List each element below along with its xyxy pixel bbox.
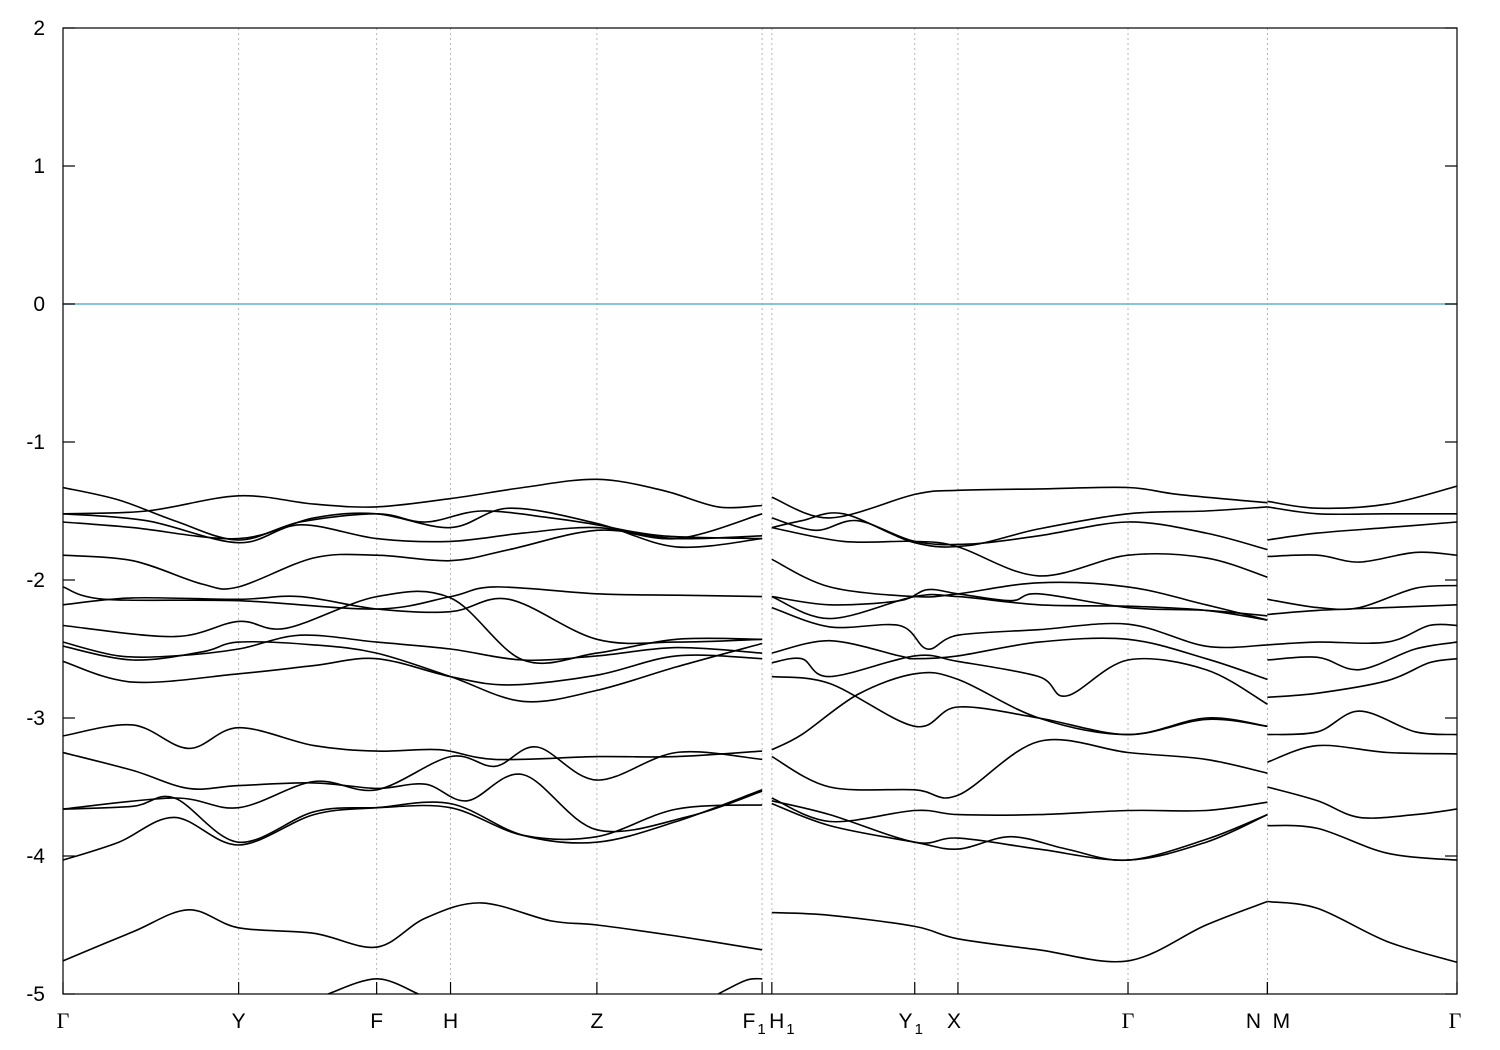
band-line xyxy=(771,797,1268,823)
band-line xyxy=(1267,657,1457,699)
y-axis-ticks: -5 -4 -3 -2 -1 0 1 2 xyxy=(26,17,1457,1006)
band-line xyxy=(63,751,763,833)
kpoint-label: M xyxy=(1273,1010,1291,1033)
band-line xyxy=(63,478,763,515)
band-line xyxy=(1267,824,1457,861)
band-line xyxy=(63,723,763,761)
y-tick-label: -2 xyxy=(26,569,45,592)
band-line xyxy=(1267,710,1457,736)
band-line xyxy=(1267,551,1457,563)
kpoint-grid-lines xyxy=(238,28,1268,994)
band-line xyxy=(771,675,1268,736)
band-line xyxy=(1267,900,1457,964)
band-line xyxy=(63,746,763,810)
band-line xyxy=(63,902,763,962)
band-line xyxy=(771,558,1268,621)
band-line xyxy=(771,526,1268,578)
y-tick-label: -4 xyxy=(26,845,45,868)
y-tick-label: -5 xyxy=(26,983,45,1006)
band-line xyxy=(63,590,763,665)
y-tick-label: -1 xyxy=(26,431,45,454)
band-line xyxy=(1267,604,1457,616)
kpoint-label: F xyxy=(370,1010,383,1033)
band-line xyxy=(63,640,763,703)
band-line xyxy=(771,517,1268,551)
plot-frame xyxy=(62,27,1458,995)
band-line xyxy=(63,513,763,544)
band-line xyxy=(63,634,763,662)
kpoint-label: Γ xyxy=(57,1008,70,1033)
band-line xyxy=(1267,485,1457,510)
band-line xyxy=(63,529,763,590)
band-line xyxy=(1267,584,1457,611)
band-line xyxy=(327,977,419,994)
kpoint-label: Γ xyxy=(1449,1008,1462,1033)
band-line xyxy=(771,637,1268,681)
band-line xyxy=(771,606,1268,650)
band-line xyxy=(1267,521,1457,541)
band-line xyxy=(1267,506,1457,516)
y-tick-label: 2 xyxy=(33,17,45,40)
band-line xyxy=(771,654,1268,705)
kpoint-label: X xyxy=(947,1010,961,1033)
band-line xyxy=(63,789,763,861)
kpoint-label: Γ xyxy=(1122,1008,1135,1033)
band-line xyxy=(771,506,1268,548)
band-line xyxy=(771,588,1268,617)
band-line xyxy=(1267,641,1457,671)
kpoint-label: Y xyxy=(232,1010,246,1033)
y-tick-label: 0 xyxy=(33,293,45,316)
kpoint-label: N xyxy=(1246,1010,1261,1033)
band-line xyxy=(63,507,763,549)
y-tick-label: -3 xyxy=(26,707,45,730)
band-line xyxy=(771,802,1268,862)
bands-layer xyxy=(63,478,1457,994)
band-line xyxy=(771,486,1268,519)
band-line xyxy=(771,800,1268,861)
band-line xyxy=(771,900,1268,963)
band-line xyxy=(771,738,1268,799)
kpoint-label: H xyxy=(443,1010,458,1033)
band-line xyxy=(1267,786,1457,819)
band-line xyxy=(1267,623,1457,646)
band-line xyxy=(771,671,1268,751)
band-line xyxy=(717,977,763,994)
kpoint-label: Z xyxy=(590,1010,603,1033)
band-line xyxy=(63,654,763,686)
band-line xyxy=(63,595,763,645)
y-tick-label: 1 xyxy=(33,155,45,178)
band-line xyxy=(771,593,1268,621)
band-line xyxy=(1267,744,1457,763)
